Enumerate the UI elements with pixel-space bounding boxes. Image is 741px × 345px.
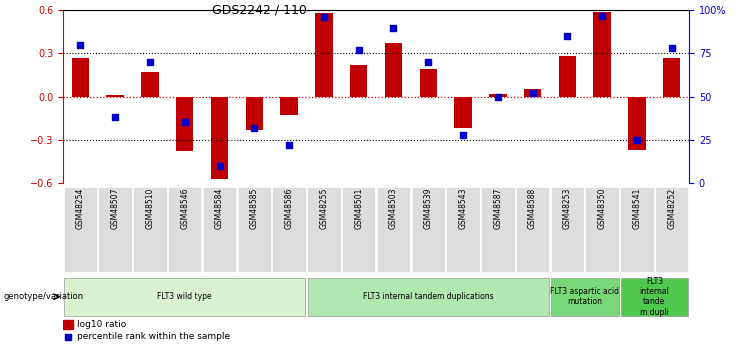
Bar [107,95,124,97]
Bar [176,97,193,151]
Text: FLT3 internal tandem duplications: FLT3 internal tandem duplications [363,292,494,301]
Point [422,59,434,65]
FancyBboxPatch shape [446,187,479,272]
FancyBboxPatch shape [481,187,514,272]
Text: genotype/variation: genotype/variation [4,292,84,301]
Text: GSM48252: GSM48252 [667,188,677,229]
Bar [419,69,437,97]
Point [283,142,295,148]
Point [62,334,74,339]
Text: GSM48541: GSM48541 [633,188,642,229]
Point [74,42,86,48]
Point [109,115,121,120]
FancyBboxPatch shape [99,187,132,272]
Point [353,47,365,53]
Bar [63,320,73,329]
Point [388,25,399,30]
FancyBboxPatch shape [516,187,549,272]
Text: GSM48253: GSM48253 [563,188,572,229]
Text: GSM48254: GSM48254 [76,188,85,229]
Bar [280,97,298,115]
FancyBboxPatch shape [551,278,619,316]
Point [144,59,156,65]
Text: percentile rank within the sample: percentile rank within the sample [77,332,230,341]
Text: GSM48587: GSM48587 [494,188,502,229]
Text: FLT3 wild type: FLT3 wild type [157,292,212,301]
Point [248,125,260,130]
Text: GSM48507: GSM48507 [110,188,119,229]
Bar [245,97,263,130]
Text: GSM48543: GSM48543 [459,188,468,229]
Text: FLT3
internal
tande
m dupli: FLT3 internal tande m dupli [639,277,669,317]
FancyBboxPatch shape [585,187,619,272]
FancyBboxPatch shape [64,278,305,316]
FancyBboxPatch shape [64,187,97,272]
Text: GSM48588: GSM48588 [528,188,537,229]
Point [562,33,574,39]
Bar [663,58,680,97]
Point [527,90,539,96]
FancyBboxPatch shape [308,187,341,272]
FancyBboxPatch shape [238,187,271,272]
Point [666,46,678,51]
FancyBboxPatch shape [342,187,376,272]
Text: GSM48503: GSM48503 [389,188,398,229]
Bar [489,94,507,97]
Point [213,163,225,168]
Text: GSM48255: GSM48255 [319,188,328,229]
Point [457,132,469,137]
Bar [454,97,472,128]
Point [631,137,643,142]
Bar [142,72,159,97]
Text: log10 ratio: log10 ratio [77,320,126,329]
FancyBboxPatch shape [168,187,202,272]
Text: GSM48350: GSM48350 [598,188,607,229]
Bar [72,58,89,97]
FancyBboxPatch shape [411,187,445,272]
FancyBboxPatch shape [273,187,306,272]
FancyBboxPatch shape [621,278,688,316]
FancyBboxPatch shape [376,187,411,272]
Text: GSM48586: GSM48586 [285,188,293,229]
Bar [559,56,576,97]
FancyBboxPatch shape [655,187,688,272]
FancyBboxPatch shape [308,278,549,316]
Text: GSM48584: GSM48584 [215,188,224,229]
Text: GSM48501: GSM48501 [354,188,363,229]
Point [179,120,190,125]
Text: GSM48546: GSM48546 [180,188,189,229]
Point [597,13,608,18]
Text: GSM48585: GSM48585 [250,188,259,229]
Bar [350,65,368,97]
Bar [211,97,228,179]
Text: FLT3 aspartic acid
mutation: FLT3 aspartic acid mutation [551,287,619,306]
Bar [385,43,402,97]
Text: GSM48539: GSM48539 [424,188,433,229]
Point [318,14,330,20]
Bar [628,97,645,150]
Bar [524,89,541,97]
Text: GDS2242 / 110: GDS2242 / 110 [212,3,307,17]
Bar [594,12,611,97]
Text: GSM48510: GSM48510 [145,188,154,229]
FancyBboxPatch shape [551,187,584,272]
Point [492,94,504,99]
FancyBboxPatch shape [133,187,167,272]
Bar [315,13,333,97]
FancyBboxPatch shape [203,187,236,272]
FancyBboxPatch shape [620,187,654,272]
